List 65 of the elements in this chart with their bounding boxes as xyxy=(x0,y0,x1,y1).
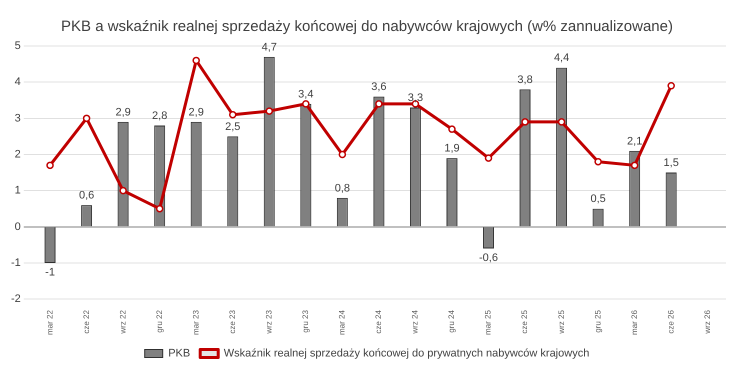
data-label: 3,4 xyxy=(298,88,314,100)
data-label: 2,8 xyxy=(152,110,168,122)
data-label: 2,9 xyxy=(115,106,131,118)
data-label: 1,5 xyxy=(664,157,679,170)
x-tick-label: cze 23 xyxy=(228,310,237,334)
data-label: 4,7 xyxy=(262,41,277,54)
x-tick-label: wrz 26 xyxy=(702,310,712,335)
data-label: 4,4 xyxy=(554,52,570,64)
y-tick-label: -2 xyxy=(11,293,21,306)
point xyxy=(228,110,236,118)
data-label: 3,8 xyxy=(517,74,533,86)
x-tick-label: wrz 22 xyxy=(118,310,128,335)
data-label: 2,9 xyxy=(188,106,204,118)
x-tick-label: mar 25 xyxy=(484,310,493,336)
y-tick-label: 4 xyxy=(14,76,21,88)
legend-label: Wskaźnik realnej sprzedaży końcowej do prywatnych nabywców krajowych xyxy=(224,348,590,360)
x-tick-label: cze 26 xyxy=(666,310,676,334)
x-tick-label: wrz 25 xyxy=(556,310,566,335)
point xyxy=(338,150,346,158)
point xyxy=(266,107,274,115)
point xyxy=(82,114,90,122)
data-label: 0,6 xyxy=(78,190,94,202)
point xyxy=(46,162,54,170)
point xyxy=(448,125,456,133)
legend-label: PKB xyxy=(168,348,190,360)
y-tick-label: 5 xyxy=(14,40,21,52)
point xyxy=(156,204,164,212)
point xyxy=(375,100,383,108)
x-tick-label: wrz 24 xyxy=(410,310,420,335)
data-label: 0,5 xyxy=(590,193,606,206)
chart-title: PKB a wskaźnik realnej sprzedaży końcowej do nabywców krajowych (w% zannualizowane) xyxy=(61,18,673,36)
x-tick-label: gru 25 xyxy=(593,310,602,333)
x-tick-label: mar 24 xyxy=(338,310,347,336)
point xyxy=(484,154,492,162)
point xyxy=(667,82,675,90)
data-label: 0,8 xyxy=(334,182,350,194)
x-tick-label: cze 25 xyxy=(520,310,530,334)
x-tick-label: wrz 23 xyxy=(264,310,274,335)
x-tick-label: gru 24 xyxy=(447,310,456,333)
data-label: 1,9 xyxy=(444,142,460,155)
data-label: 3,3 xyxy=(408,92,424,104)
data-label: 3,6 xyxy=(371,81,387,94)
point xyxy=(521,118,529,126)
y-tick-label: 0 xyxy=(14,220,21,233)
y-tick-label: 1 xyxy=(14,184,21,197)
data-label: 2,1 xyxy=(627,135,642,148)
point xyxy=(558,118,566,126)
data-label: -1 xyxy=(45,266,55,278)
x-tick-label: mar 26 xyxy=(630,310,639,336)
data-label: -0,6 xyxy=(479,252,498,264)
x-tick-label: mar 22 xyxy=(45,310,54,336)
point xyxy=(119,186,127,194)
y-tick-label: 2 xyxy=(14,148,21,161)
point xyxy=(594,158,602,166)
x-tick-label: gru 23 xyxy=(301,310,310,333)
y-tick-label: 3 xyxy=(14,112,21,124)
data-label: 2,5 xyxy=(225,120,240,133)
x-tick-label: cze 22 xyxy=(82,310,91,334)
y-tick-label: -1 xyxy=(11,256,21,269)
point xyxy=(302,100,310,108)
x-tick-label: gru 22 xyxy=(154,310,164,333)
x-tick-label: cze 24 xyxy=(374,310,384,334)
x-tick-label: mar 23 xyxy=(191,310,200,336)
point xyxy=(630,162,638,170)
point xyxy=(192,56,200,64)
